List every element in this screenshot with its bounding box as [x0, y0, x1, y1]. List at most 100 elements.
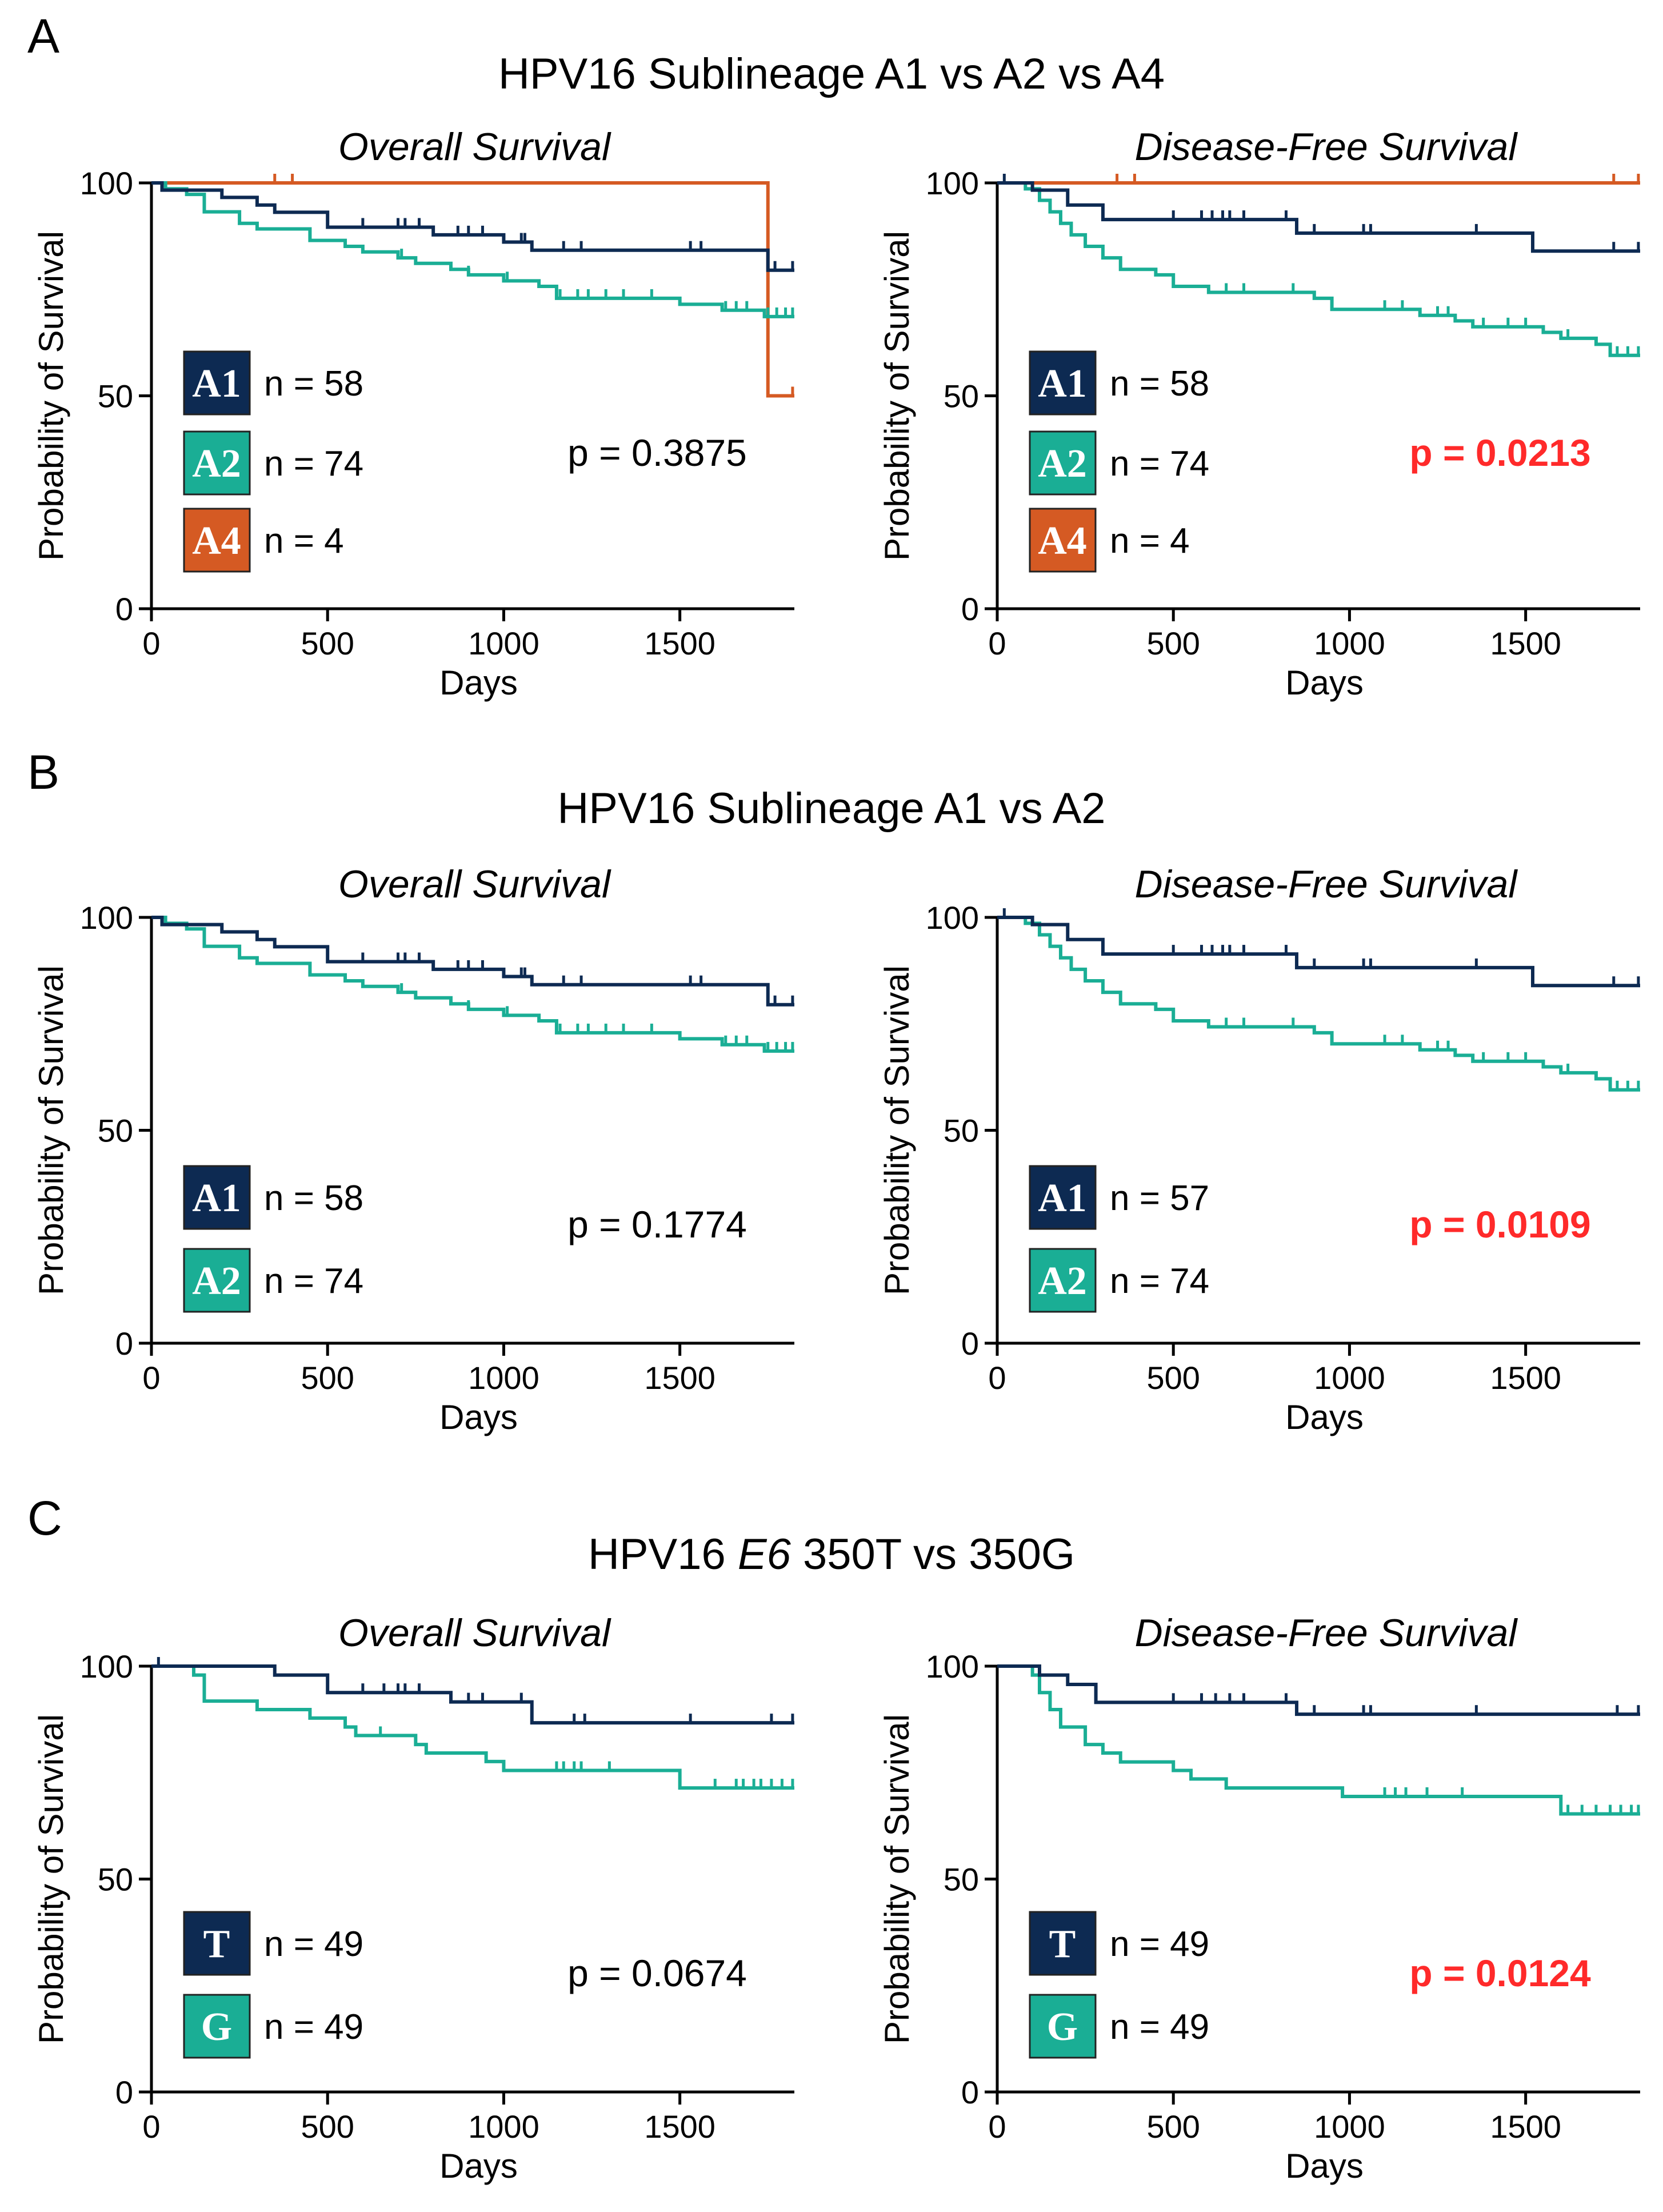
- section-a: A HPV16 Sublineage A1 vs A2 vs A4 Overall …: [27, 9, 1640, 702]
- title-part: HPV16 Sublineage A1 vs A2 vs A4: [498, 50, 1165, 98]
- x-tick-label: 0: [142, 2109, 160, 2145]
- survival-curve-a2: [151, 916, 794, 1053]
- x-tick-label: 500: [1147, 1360, 1200, 1396]
- panel-subtitle: Disease-Free Survival: [1135, 863, 1518, 906]
- legend-swatch: [1029, 1165, 1097, 1230]
- y-tick-label: 50: [98, 1862, 133, 1898]
- x-tick-label: 1500: [1490, 2109, 1561, 2145]
- legend-n: n = 57: [1110, 1179, 1209, 1218]
- panel-subtitle: Overall Survival: [338, 1611, 611, 1655]
- p-value: p = 0.0213: [1409, 432, 1590, 474]
- survival-curve-g: [151, 1664, 794, 1790]
- x-axis-title: Days: [439, 1398, 518, 1436]
- legend-item-a2: A2 n = 74: [1029, 430, 1209, 496]
- y-tick-label: 0: [115, 1325, 133, 1361]
- legend-swatch: [183, 430, 251, 496]
- x-tick-label: 500: [1147, 625, 1200, 661]
- legend-label: A1: [192, 1176, 241, 1220]
- x-tick-label: 1000: [468, 625, 539, 661]
- x-axis-title: Days: [1285, 664, 1364, 702]
- series-a1: [151, 916, 794, 1007]
- series-a2: [997, 916, 1640, 1092]
- series-a4: [997, 174, 1640, 185]
- section-letter: B: [27, 745, 59, 799]
- legend-n: n = 74: [1110, 1261, 1209, 1301]
- legend-n: n = 49: [264, 2007, 363, 2047]
- legend-label: A1: [1038, 1176, 1087, 1220]
- series-a1: [997, 908, 1640, 988]
- section-b: B HPV16 Sublineage A1 vs A2 Overall Surviv…: [27, 745, 1640, 1436]
- x-tick-label: 500: [301, 2109, 354, 2145]
- legend-n: n = 74: [264, 1261, 363, 1301]
- legend-label: A1: [1038, 362, 1087, 406]
- legend-label: G: [1047, 2005, 1078, 2049]
- legend-swatch: [183, 1911, 251, 1976]
- legend-label: T: [1049, 1922, 1076, 1966]
- legend-label: A2: [192, 442, 241, 486]
- x-axis-title: Days: [439, 664, 518, 702]
- legend-swatch: [183, 508, 251, 573]
- legend-swatch: [183, 1248, 251, 1313]
- series-a2: [997, 181, 1640, 357]
- y-axis-title: Probability of Survival: [32, 1714, 70, 2044]
- x-tick-label: 0: [142, 625, 160, 661]
- x-tick-label: 1500: [1490, 625, 1561, 661]
- legend-item-a4: A4 n = 4: [183, 508, 344, 573]
- panel-subtitle: Overall Survival: [338, 863, 611, 906]
- legend-swatch: [1029, 350, 1097, 416]
- survival-curve-g: [997, 1664, 1640, 1816]
- legend-label: A4: [1038, 519, 1087, 563]
- survival-curve-a2: [997, 916, 1640, 1092]
- legend-item-a2: A2 n = 74: [1029, 1248, 1209, 1313]
- y-axis-title: Probability of Survival: [32, 965, 70, 1295]
- legend-swatch: [183, 1994, 251, 2059]
- section-title: HPV16 Sublineage A1 vs A2 vs A4: [498, 50, 1165, 98]
- legend-label: A2: [1038, 442, 1087, 486]
- y-tick-label: 50: [98, 1113, 133, 1149]
- legend-n: n = 58: [264, 1179, 363, 1218]
- legend-item-a1: A1 n = 57: [1029, 1165, 1209, 1230]
- x-tick-label: 0: [988, 2109, 1006, 2145]
- legend-n: n = 49: [1110, 2007, 1209, 2047]
- x-tick-label: 1500: [644, 2109, 715, 2145]
- legend-n: n = 58: [1110, 364, 1209, 404]
- legend-item-a2: A2 n = 74: [183, 1248, 363, 1313]
- x-tick-label: 500: [301, 1360, 354, 1396]
- x-tick-label: 1000: [1314, 625, 1385, 661]
- y-tick-label: 50: [944, 1113, 979, 1149]
- section-title: HPV16 E6 350T vs 350G: [588, 1530, 1075, 1579]
- x-tick-label: 0: [988, 1360, 1006, 1396]
- series-a1: [997, 174, 1640, 253]
- legend-swatch: [183, 1165, 251, 1230]
- x-tick-label: 0: [988, 625, 1006, 661]
- legend-swatch: [1029, 1911, 1097, 1976]
- legend-item-a1: A1 n = 58: [183, 1165, 363, 1230]
- legend-label: G: [201, 2005, 232, 2049]
- y-tick-label: 50: [944, 1862, 979, 1898]
- y-tick-label: 0: [961, 1325, 979, 1361]
- y-tick-label: 100: [926, 900, 979, 936]
- series-a1: [151, 181, 794, 272]
- legend-label: A2: [1038, 1259, 1087, 1303]
- survival-curve-a1: [151, 181, 794, 272]
- legend-n: n = 74: [264, 444, 363, 484]
- legend-n: n = 49: [264, 1924, 363, 1964]
- y-tick-label: 100: [926, 1648, 979, 1684]
- panel-subtitle: Disease-Free Survival: [1135, 125, 1518, 169]
- survival-curve-a1: [151, 916, 794, 1007]
- x-tick-label: 1000: [468, 1360, 539, 1396]
- y-axis-title: Probability of Survival: [32, 231, 70, 561]
- series-t: [997, 1664, 1640, 1716]
- legend-swatch: [1029, 430, 1097, 496]
- title-part: HPV16: [588, 1530, 738, 1579]
- p-value: p = 0.1774: [567, 1203, 747, 1245]
- y-tick-label: 100: [80, 900, 133, 936]
- x-axis-title: Days: [1285, 2147, 1364, 2185]
- survival-curve-t: [151, 1664, 794, 1725]
